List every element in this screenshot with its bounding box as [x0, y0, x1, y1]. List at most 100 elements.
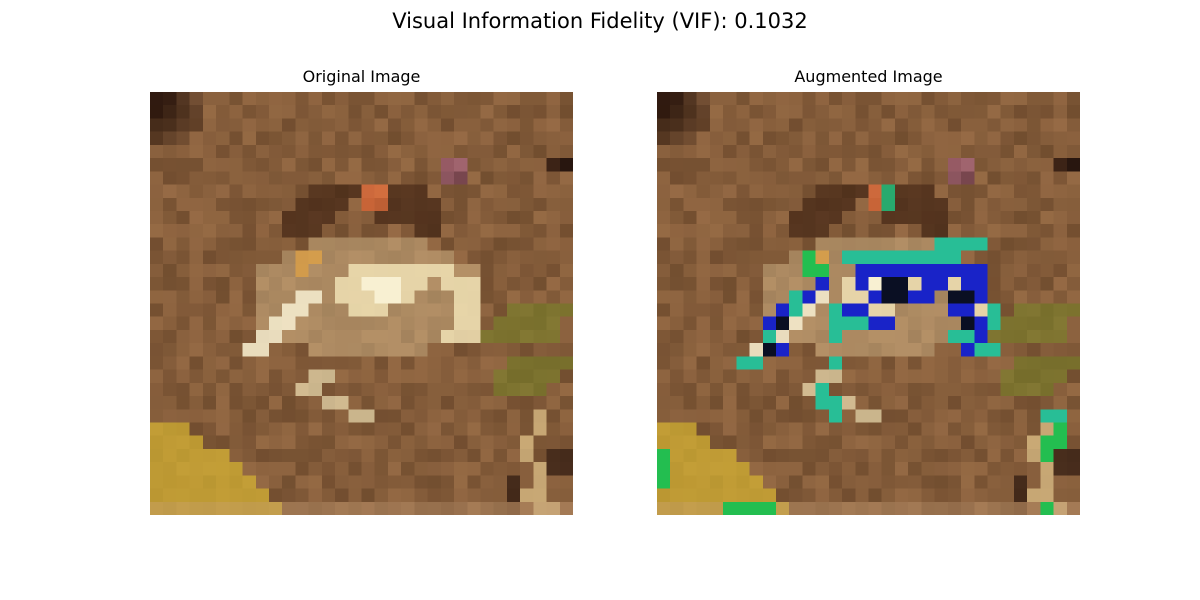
pixel — [176, 171, 190, 185]
pixel — [921, 263, 935, 278]
pixel — [506, 369, 521, 384]
pixel — [1040, 422, 1054, 436]
pixel — [670, 263, 684, 278]
pixel — [348, 210, 362, 225]
pixel — [268, 290, 283, 304]
pixel — [828, 409, 843, 423]
pixel — [736, 92, 750, 106]
pixel — [789, 422, 803, 436]
pixel — [1013, 237, 1028, 251]
pixel — [1013, 475, 1028, 489]
pixel — [802, 118, 816, 132]
pixel — [189, 501, 204, 515]
pixel — [454, 184, 468, 199]
pixel — [440, 105, 455, 119]
pixel — [908, 250, 922, 265]
pixel — [802, 290, 816, 304]
pixel — [921, 396, 935, 410]
pixel — [1013, 356, 1028, 370]
pixel — [723, 105, 737, 119]
pixel — [295, 396, 309, 410]
pixel — [348, 224, 362, 238]
pixel — [559, 369, 573, 384]
pixel — [546, 224, 561, 238]
pixel — [374, 277, 389, 291]
pixel — [467, 475, 481, 489]
pixel — [1066, 263, 1080, 278]
pixel — [440, 369, 455, 384]
pixel — [308, 105, 323, 119]
pixel — [736, 343, 750, 357]
pixel — [295, 237, 309, 251]
pixel — [749, 250, 764, 265]
pixel — [150, 131, 164, 146]
pixel — [202, 488, 217, 503]
pixel — [348, 303, 362, 317]
pixel — [802, 250, 816, 265]
pixel — [802, 316, 816, 331]
pixel — [696, 435, 711, 450]
pixel — [789, 396, 803, 410]
pixel — [736, 277, 750, 291]
pixel — [559, 475, 573, 489]
pixel — [414, 210, 428, 225]
pixel — [934, 435, 949, 450]
pixel — [189, 303, 204, 317]
pixel — [454, 462, 468, 476]
pixel — [961, 131, 975, 146]
pixel — [387, 369, 402, 384]
pixel — [401, 237, 415, 251]
pixel — [401, 422, 415, 436]
pixel — [335, 329, 349, 344]
pixel — [961, 277, 975, 291]
pixel — [427, 356, 442, 370]
pixel — [736, 475, 750, 489]
pixel — [987, 396, 1001, 410]
pixel — [842, 501, 856, 515]
pixel — [335, 290, 349, 304]
pixel — [696, 237, 711, 251]
pixel — [1013, 396, 1028, 410]
pixel — [454, 396, 468, 410]
pixel — [242, 197, 257, 212]
pixel — [546, 329, 561, 344]
pixel — [1000, 158, 1015, 172]
pixel — [961, 475, 975, 489]
pixel — [229, 488, 243, 503]
pixel — [493, 475, 508, 489]
pixel — [454, 409, 468, 423]
pixel — [216, 316, 230, 331]
pixel — [255, 448, 270, 463]
pixel — [427, 462, 442, 476]
pixel — [308, 422, 323, 436]
pixel — [1066, 343, 1080, 357]
pixel — [1066, 92, 1080, 106]
pixel — [709, 369, 724, 384]
pixel — [961, 409, 975, 423]
pixel — [255, 475, 270, 489]
pixel — [150, 329, 164, 344]
pixel — [736, 356, 750, 370]
pixel — [454, 250, 468, 265]
pixel — [150, 382, 164, 397]
pixel — [987, 237, 1001, 251]
pixel — [202, 422, 217, 436]
pixel — [533, 329, 547, 344]
pixel — [242, 316, 257, 331]
pixel — [709, 303, 724, 317]
pixel — [1027, 448, 1041, 463]
pixel — [387, 501, 402, 515]
pixel — [1053, 118, 1068, 132]
pixel — [855, 144, 869, 159]
pixel — [657, 197, 671, 212]
pixel — [282, 396, 296, 410]
pixel — [921, 92, 935, 106]
pixel — [1013, 462, 1028, 476]
pixel — [414, 329, 428, 344]
pixel — [335, 501, 349, 515]
pixel — [467, 197, 481, 212]
pixel — [348, 356, 362, 370]
pixel-layer — [150, 92, 573, 515]
pixel — [974, 396, 988, 410]
pixel — [242, 343, 257, 357]
